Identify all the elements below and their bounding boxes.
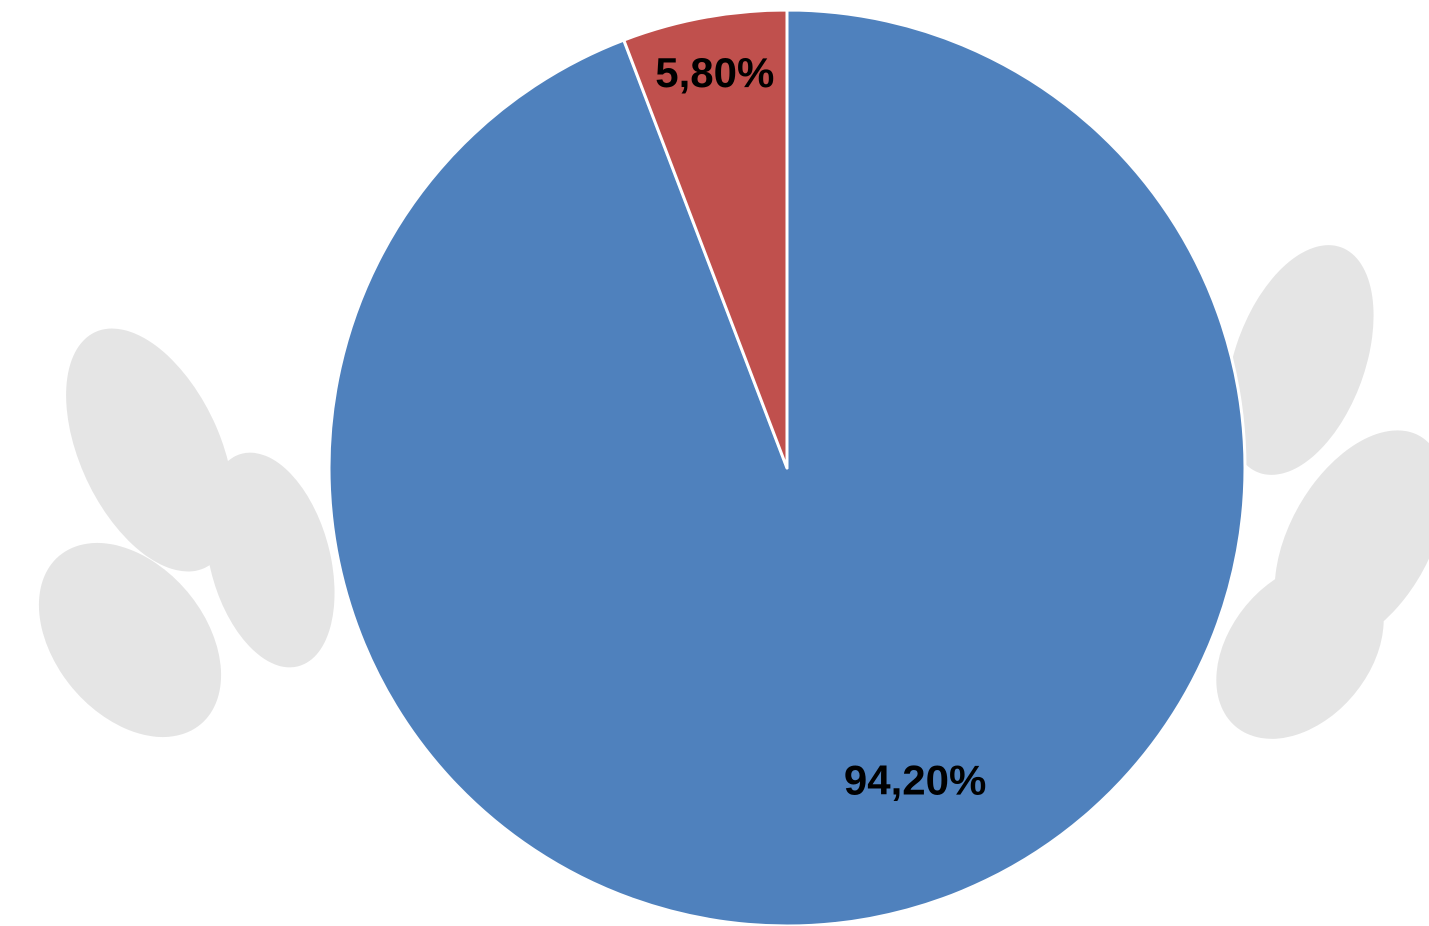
pie-slice [622, 8, 789, 470]
data-label: 94,20% [844, 756, 986, 803]
data-labels: 94,20% 5,80% [655, 49, 986, 803]
data-label: 5,80% [655, 49, 774, 96]
pie [327, 8, 1247, 926]
watermark [38, 245, 1429, 739]
